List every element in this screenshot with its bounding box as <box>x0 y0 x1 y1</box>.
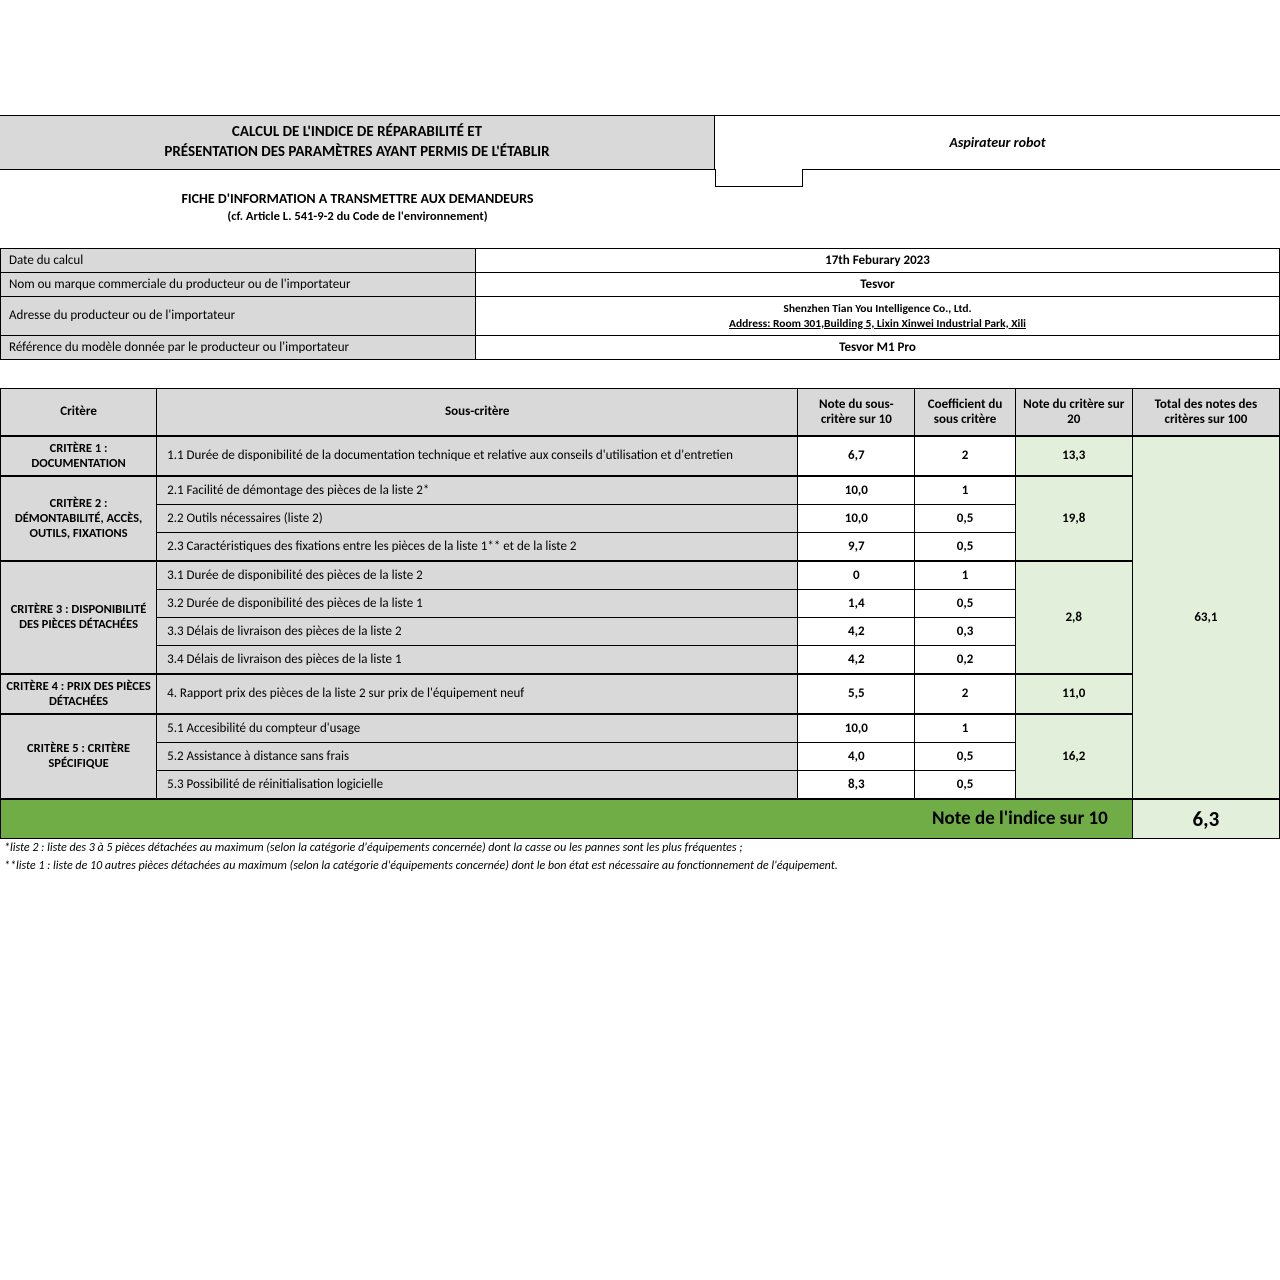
sous-coef: 0,5 <box>915 770 1015 799</box>
critere-name: CRITÈRE 5 : CRITÈRE SPÉCIFIQUE <box>1 714 157 799</box>
sous-note: 4,2 <box>798 617 915 645</box>
critere-name: CRITÈRE 3 : DISPONIBILITÉ DES PIÈCES DÉT… <box>1 561 157 674</box>
sous-coef: 1 <box>915 714 1015 743</box>
sous-coef: 0,3 <box>915 617 1015 645</box>
sous-coef: 2 <box>915 674 1015 714</box>
table-row: CRITÈRE 5 : CRITÈRE SPÉCIFIQUE 5.1 Acces… <box>1 714 1280 743</box>
tab-notch <box>715 169 803 187</box>
final-value: 6,3 <box>1132 799 1279 839</box>
sous-critere-label: 4. Rapport prix des pièces de la liste 2… <box>157 674 798 714</box>
col-note20: Note du critère sur 20 <box>1015 388 1132 436</box>
critere-name: CRITÈRE 2 : DÉMONTABILITÉ, ACCÈS, OUTILS… <box>1 476 157 561</box>
subtitle: FICHE D'INFORMATION A TRANSMETTRE AUX DE… <box>0 190 715 207</box>
info-value-line1: Shenzhen Tian You Intelligence Co., Ltd. <box>783 302 971 316</box>
info-value: Tesvor M1 Pro <box>476 335 1280 359</box>
sous-note: 10,0 <box>798 714 915 743</box>
sous-critere-label: 5.1 Accesibilité du compteur d'usage <box>157 714 798 743</box>
critere-note20: 2,8 <box>1015 561 1132 674</box>
criteria-header-row: Critère Sous-critère Note du sous-critèr… <box>1 388 1280 436</box>
info-label: Date du calcul <box>1 248 476 272</box>
header-title: CALCUL DE L'INDICE DE RÉPARABILITÉ ET PR… <box>0 116 715 169</box>
sous-critere-label: 3.4 Délais de livraison des pièces de la… <box>157 645 798 674</box>
sous-note: 10,0 <box>798 476 915 505</box>
critere-note20: 19,8 <box>1015 476 1132 561</box>
sous-note: 8,3 <box>798 770 915 799</box>
info-row: Nom ou marque commerciale du producteur … <box>1 272 1280 296</box>
page: CALCUL DE L'INDICE DE RÉPARABILITÉ ET PR… <box>0 0 1280 875</box>
sous-critere-label: 5.3 Possibilité de réinitialisation logi… <box>157 770 798 799</box>
critere-note20: 11,0 <box>1015 674 1132 714</box>
col-total100: Total des notes des critères sur 100 <box>1132 388 1279 436</box>
table-row: CRITÈRE 3 : DISPONIBILITÉ DES PIÈCES DÉT… <box>1 561 1280 590</box>
criteria-table: Critère Sous-critère Note du sous-critèr… <box>0 388 1280 839</box>
total-100: 63,1 <box>1132 436 1279 799</box>
info-row: Référence du modèle donnée par le produc… <box>1 335 1280 359</box>
final-row: Note de l'indice sur 10 6,3 <box>1 799 1280 839</box>
header-row: CALCUL DE L'INDICE DE RÉPARABILITÉ ET PR… <box>0 115 1280 170</box>
table-row: CRITÈRE 1 : DOCUMENTATION 1.1 Durée de d… <box>1 436 1280 476</box>
sous-note: 10,0 <box>798 504 915 532</box>
header-product-type-cell: Aspirateur robot <box>715 116 1280 169</box>
sous-note: 1,4 <box>798 589 915 617</box>
critere-name: CRITÈRE 4 : PRIX DES PIÈCES DÉTACHÉES <box>1 674 157 714</box>
sous-note: 6,7 <box>798 436 915 476</box>
info-label: Référence du modèle donnée par le produc… <box>1 335 476 359</box>
info-label: Nom ou marque commerciale du producteur … <box>1 272 476 296</box>
sous-coef: 2 <box>915 436 1015 476</box>
sous-critere-label: 5.2 Assistance à distance sans frais <box>157 742 798 770</box>
info-row: Adresse du producteur ou de l'importateu… <box>1 296 1280 335</box>
info-label: Adresse du producteur ou de l'importateu… <box>1 296 476 335</box>
info-value: 17th Feburary 2023 <box>476 248 1280 272</box>
sous-note: 0 <box>798 561 915 590</box>
col-sous: Sous-critère <box>157 388 798 436</box>
info-table: Date du calcul 17th Feburary 2023 Nom ou… <box>0 248 1280 360</box>
sous-coef: 1 <box>915 476 1015 505</box>
header-title-line2: PRÉSENTATION DES PARAMÈTRES AYANT PERMIS… <box>164 143 549 161</box>
col-coef: Coefficient du sous critère <box>915 388 1015 436</box>
sous-critere-label: 3.3 Délais de livraison des pièces de la… <box>157 617 798 645</box>
info-value: Shenzhen Tian You Intelligence Co., Ltd.… <box>476 296 1280 335</box>
info-row: Date du calcul 17th Feburary 2023 <box>1 248 1280 272</box>
info-value: Tesvor <box>476 272 1280 296</box>
sous-note: 5,5 <box>798 674 915 714</box>
footnote-2: **liste 1 : liste de 10 autres pièces dé… <box>0 857 1280 875</box>
table-row: CRITÈRE 2 : DÉMONTABILITÉ, ACCÈS, OUTILS… <box>1 476 1280 505</box>
sous-coef: 0,5 <box>915 742 1015 770</box>
header-title-line1: CALCUL DE L'INDICE DE RÉPARABILITÉ ET <box>232 123 482 141</box>
final-label: Note de l'indice sur 10 <box>1 799 1133 839</box>
footnote-1: *liste 2 : liste des 3 à 5 pièces détach… <box>0 839 1280 857</box>
sous-critere-label: 2.3 Caractéristiques des fixations entre… <box>157 532 798 561</box>
sous-critere-label: 2.1 Facilité de démontage des pièces de … <box>157 476 798 505</box>
sous-coef: 1 <box>915 561 1015 590</box>
sous-coef: 0,2 <box>915 645 1015 674</box>
sous-critere-label: 3.1 Durée de disponibilité des pièces de… <box>157 561 798 590</box>
col-note10: Note du sous-critère sur 10 <box>798 388 915 436</box>
critere-note20: 16,2 <box>1015 714 1132 799</box>
subtitle2: (cf. Article L. 541-9-2 du Code de l'env… <box>0 209 715 224</box>
critere-note20: 13,3 <box>1015 436 1132 476</box>
sous-critere-label: 3.2 Durée de disponibilité des pièces de… <box>157 589 798 617</box>
info-value-line2: Address: Room 301,Building 5, Lixin Xinw… <box>729 317 1026 331</box>
header-product-type: Aspirateur robot <box>949 134 1045 151</box>
sous-critere-label: 1.1 Durée de disponibilité de la documen… <box>157 436 798 476</box>
sous-note: 9,7 <box>798 532 915 561</box>
sous-critere-label: 2.2 Outils nécessaires (liste 2) <box>157 504 798 532</box>
sous-coef: 0,5 <box>915 589 1015 617</box>
sous-note: 4,0 <box>798 742 915 770</box>
sous-coef: 0,5 <box>915 504 1015 532</box>
table-row: CRITÈRE 4 : PRIX DES PIÈCES DÉTACHÉES 4.… <box>1 674 1280 714</box>
sous-coef: 0,5 <box>915 532 1015 561</box>
sous-note: 4,2 <box>798 645 915 674</box>
col-critere: Critère <box>1 388 157 436</box>
critere-name: CRITÈRE 1 : DOCUMENTATION <box>1 436 157 476</box>
